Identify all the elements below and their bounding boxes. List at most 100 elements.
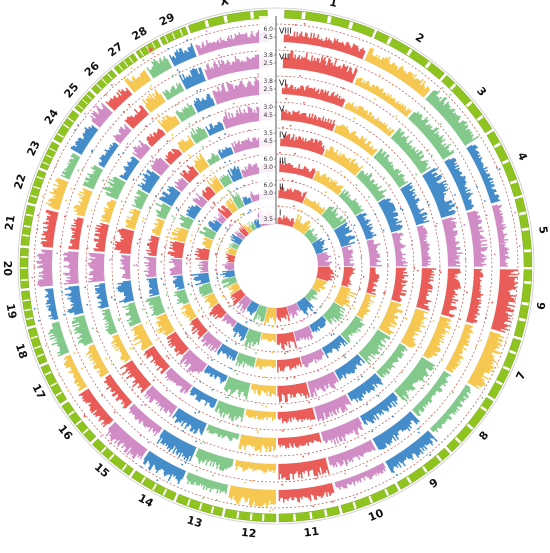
ideogram-band [82, 428, 89, 435]
ring-IV-point [317, 398, 320, 401]
ring-III-point [379, 305, 381, 308]
ring-III-point [162, 283, 165, 286]
ring-I-point [219, 288, 221, 291]
ring-VI-point [395, 115, 398, 117]
ring-I-chr-22-bars [225, 247, 238, 256]
ring-II-point [204, 216, 207, 219]
ring-VII-point [476, 185, 478, 188]
ring-V-point [108, 258, 111, 261]
ring-VIII-point [77, 124, 80, 126]
ring-III-chr-28-bars [219, 173, 233, 188]
ring-VIII-point [48, 181, 50, 184]
ring-III-point [355, 184, 358, 186]
ring-II-chr-5-bars [341, 245, 355, 267]
ring-V-point [236, 425, 239, 428]
ring-VIII-chr-25-bars [90, 102, 113, 128]
ring-VIII-point [58, 374, 60, 377]
ideogram-band [186, 498, 191, 507]
ring-V-point [150, 155, 153, 158]
ring-V-chr-7-bars [400, 308, 429, 348]
ideogram-band [449, 83, 457, 91]
ring-VII-chr-15-bars [128, 403, 163, 437]
ring-VIII-chr-9-bars [385, 430, 438, 474]
ring-III-point [196, 182, 199, 184]
ring-VIII-chr-20-bars [36, 249, 53, 287]
ring-VII-point [485, 316, 487, 319]
ring-V-chr-3-bars [373, 147, 409, 188]
ring-III-point [384, 291, 386, 294]
ring-III-point [175, 206, 178, 209]
ring-II-chr-8-bars [322, 302, 346, 325]
ideogram-band [347, 21, 354, 30]
ideogram-band [45, 154, 53, 159]
ideogram-band [326, 15, 332, 24]
ring-V-chr-15-bars [164, 367, 193, 394]
ring-I-point [216, 243, 219, 246]
ring-IV-point [405, 318, 408, 320]
ring-V-chr-10-bars [314, 394, 352, 422]
ideogram-band [421, 465, 428, 473]
ideogram-band [509, 349, 517, 355]
ring-III-point [210, 170, 213, 172]
ideogram-band [67, 117, 74, 123]
ring-IV-chr-2-bars [323, 145, 364, 176]
ring-VI-point [427, 383, 430, 385]
ring-IV-chr-23-bars [155, 202, 172, 220]
ring-V-chr-13-bars [214, 400, 245, 422]
ring-IV-chr-24-bars [158, 185, 181, 207]
ring-VIII-point [33, 307, 36, 310]
ring-VII-point [220, 56, 223, 58]
ring-I-point [237, 219, 240, 221]
ring-VII-chr-26-bars [124, 105, 149, 129]
ring-label-III: III [279, 157, 286, 166]
ring-VI-chr-4-bars [422, 167, 456, 219]
ideogram-band [384, 488, 390, 497]
ring-VII-point [65, 199, 68, 202]
ring-IV-point [167, 357, 170, 360]
ring-VI-point [458, 326, 461, 328]
ring-III-chr-1-bars [279, 160, 316, 180]
ring-VIII-point [83, 415, 86, 418]
ring-IV-point [193, 380, 196, 383]
ring-II-point [201, 315, 204, 318]
ring-VIII-chr-29-bars [168, 43, 197, 67]
chr-label-3: 3 [474, 85, 489, 99]
ring-II-chr-20-bars [197, 260, 209, 273]
ring-V-point [179, 397, 182, 400]
ring-I-point [214, 252, 217, 255]
ring-VII-point [139, 434, 142, 437]
ring-II-point [353, 224, 356, 227]
ring-VI-point [344, 445, 347, 448]
ring-I-chr-26-bars [238, 222, 250, 237]
ring-V-point [366, 403, 368, 406]
ideogram-band [145, 45, 151, 53]
ring-II-point [200, 306, 203, 309]
ring-II-point [197, 309, 200, 312]
ring-V-point [119, 211, 122, 214]
ring-I-chr-18-bars [220, 276, 238, 288]
ring-VII-point [480, 339, 483, 342]
ring-VI-point [182, 430, 185, 432]
ring-II-point [299, 350, 302, 353]
ring-VI-chr-8-bars [394, 357, 436, 402]
ring-VI-chr-21-bars [93, 222, 109, 252]
ring-III-point [160, 253, 163, 256]
ring-VII-chr-22-bars [73, 187, 93, 217]
ring-VI-point [145, 125, 147, 127]
ring-VIII-chr-19-bars [44, 288, 59, 321]
ring-II-chr-13-bars [244, 328, 262, 348]
ring-VIII-point [142, 59, 145, 62]
ring-VI-chr-17-bars [110, 333, 131, 363]
ring-VII-chr-9-bars [372, 411, 420, 450]
ring-II-point [185, 262, 188, 265]
ring-VII-chr-18-bars [71, 315, 94, 346]
ring-III-chr-19-bars [172, 275, 185, 291]
ring-III-point [211, 359, 213, 361]
ideogram-band [81, 99, 88, 105]
ring-IV-point [186, 159, 188, 162]
ring-IV-chr-15-bars [179, 349, 208, 375]
ring-VI-chr-X-bars [212, 77, 271, 105]
ring-IV-chr-1-bars [280, 133, 325, 156]
ring-IV-chr-X-bars [231, 134, 272, 154]
ring-III-point [293, 376, 296, 379]
